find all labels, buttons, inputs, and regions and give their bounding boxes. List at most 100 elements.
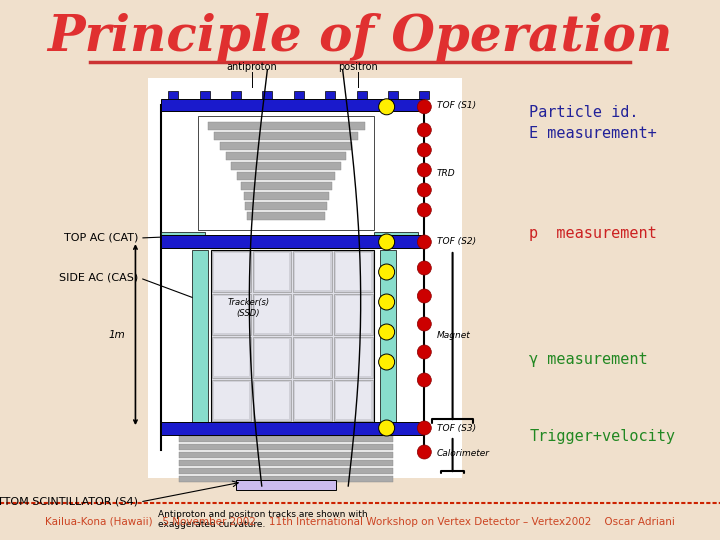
Circle shape [418, 143, 431, 157]
Bar [148, 78, 462, 478]
Bar [334, 337, 373, 378]
Text: Principle of Operation: Principle of Operation [48, 14, 672, 63]
Circle shape [418, 123, 431, 137]
Text: TOF (S2): TOF (S2) [437, 237, 476, 246]
Bar [179, 436, 393, 442]
Text: Antiproton and positron tracks are shown with
exaggerated curvature.: Antiproton and positron tracks are shown… [158, 510, 368, 529]
Bar [295, 339, 330, 376]
Bar [220, 142, 352, 150]
Bar [198, 116, 374, 230]
Bar [419, 91, 429, 99]
Bar [325, 91, 335, 99]
Text: Kailua-Kona (Hawaii)   5 November 2002    11th International Workshop on Vertex : Kailua-Kona (Hawaii) 5 November 2002 11t… [45, 517, 675, 527]
Circle shape [418, 445, 431, 459]
Circle shape [418, 183, 431, 197]
Text: BOTTOM SCINTILLATOR (S4): BOTTOM SCINTILLATOR (S4) [0, 497, 138, 507]
Text: 1m: 1m [109, 329, 125, 340]
Text: TOP AC (CAT): TOP AC (CAT) [63, 233, 138, 243]
Bar [168, 91, 178, 99]
Circle shape [418, 421, 431, 435]
Bar [179, 476, 393, 482]
Bar [231, 91, 241, 99]
Circle shape [379, 354, 395, 370]
Text: γ measurement: γ measurement [529, 352, 648, 367]
Bar [294, 380, 332, 421]
Bar [294, 91, 304, 99]
Bar [161, 235, 424, 248]
Bar [255, 382, 289, 419]
Bar [240, 182, 332, 190]
Bar [253, 294, 292, 335]
Bar [212, 251, 251, 292]
Bar [244, 192, 328, 200]
Text: Calorimeter: Calorimeter [437, 449, 490, 458]
Text: E measurement+: E measurement+ [529, 126, 657, 141]
Circle shape [418, 100, 431, 114]
Bar [238, 172, 335, 180]
Text: TRD: TRD [437, 170, 456, 179]
Bar [214, 382, 248, 419]
Text: Magnet: Magnet [437, 332, 471, 341]
Bar [255, 339, 289, 376]
Bar [334, 251, 373, 292]
Circle shape [418, 203, 431, 217]
Bar [211, 250, 374, 422]
Bar [246, 202, 327, 210]
Bar [356, 91, 366, 99]
Circle shape [379, 234, 395, 250]
Bar [212, 337, 251, 378]
Circle shape [379, 264, 395, 280]
Bar [380, 250, 396, 422]
Bar [227, 152, 346, 160]
Bar [295, 382, 330, 419]
Bar [262, 91, 272, 99]
Circle shape [418, 289, 431, 303]
Bar [214, 339, 248, 376]
Text: TOF (S3): TOF (S3) [437, 423, 476, 433]
Bar [294, 251, 332, 292]
Circle shape [418, 317, 431, 331]
Bar [336, 339, 371, 376]
Bar [179, 468, 393, 474]
Text: TOF (S1): TOF (S1) [437, 100, 476, 110]
Bar [255, 253, 289, 290]
Circle shape [379, 324, 395, 340]
Bar [192, 250, 207, 422]
Bar [179, 460, 393, 466]
Bar [294, 294, 332, 335]
Text: positron: positron [338, 62, 378, 72]
Bar [336, 382, 371, 419]
Circle shape [418, 163, 431, 177]
Bar [212, 380, 251, 421]
Bar [214, 132, 359, 140]
Bar [336, 253, 371, 290]
Bar [161, 422, 424, 435]
Bar [294, 337, 332, 378]
Bar [295, 253, 330, 290]
Bar [334, 294, 373, 335]
Bar [295, 296, 330, 333]
Bar [253, 380, 292, 421]
Text: p  measurement: p measurement [529, 226, 657, 241]
Bar [334, 380, 373, 421]
Bar [336, 296, 371, 333]
Circle shape [379, 99, 395, 115]
Text: antiproton: antiproton [226, 62, 277, 72]
Bar [214, 253, 248, 290]
Text: SIDE AC (CAS): SIDE AC (CAS) [59, 273, 138, 283]
Bar [207, 122, 364, 130]
Bar [255, 296, 289, 333]
Bar [388, 91, 398, 99]
Bar [236, 480, 336, 490]
Circle shape [379, 294, 395, 310]
Circle shape [418, 235, 431, 249]
Bar [253, 251, 292, 292]
Circle shape [418, 261, 431, 275]
Bar [247, 212, 325, 220]
Bar [161, 99, 424, 111]
Circle shape [418, 345, 431, 359]
Bar [214, 296, 248, 333]
Bar [199, 91, 210, 99]
Text: Tracker(s)
(SSD): Tracker(s) (SSD) [228, 298, 269, 318]
Bar [179, 452, 393, 458]
